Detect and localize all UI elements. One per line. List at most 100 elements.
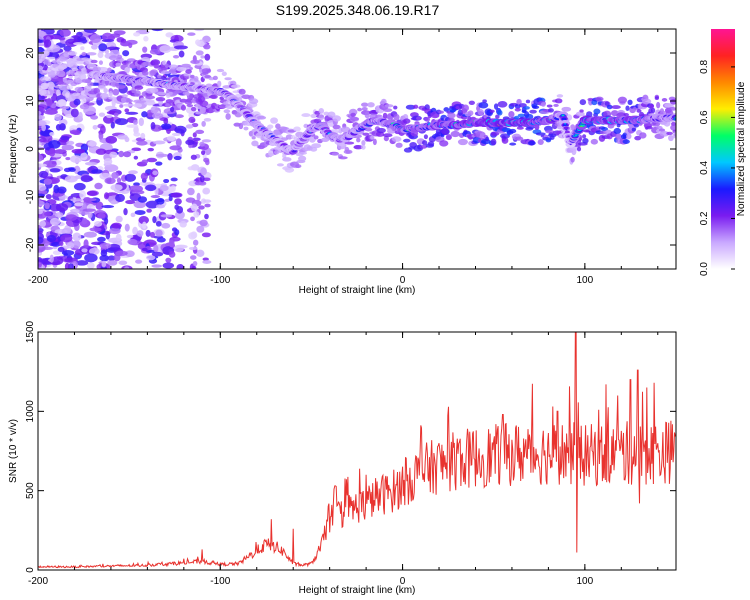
heatmap-cell	[98, 131, 104, 141]
heatmap-cell	[168, 251, 176, 258]
heatmap-cell	[670, 124, 676, 131]
heatmap-cell	[124, 223, 130, 232]
heatmap-cell	[38, 236, 44, 245]
heatmap-cell	[525, 113, 534, 120]
heatmap-cell	[101, 260, 107, 268]
heatmap-cell	[285, 134, 293, 140]
heatmap-cell	[38, 163, 47, 168]
heatmap-cell	[604, 101, 610, 106]
heatmap-cell	[364, 111, 370, 119]
heatmap-cell	[424, 117, 431, 122]
heatmap-cell	[525, 99, 531, 104]
y-tick-label: -10	[25, 189, 36, 204]
heatmap-cell	[49, 168, 61, 173]
heatmap-cell	[48, 147, 56, 157]
heatmap-cell	[556, 94, 564, 98]
heatmap-cell	[61, 144, 74, 151]
heatmap-cell	[403, 138, 411, 143]
heatmap-cell	[49, 132, 55, 137]
heatmap-cell	[582, 137, 589, 144]
heatmap-cell	[405, 104, 416, 110]
heatmap-cell	[79, 73, 87, 81]
heatmap-cell	[251, 140, 259, 147]
heatmap-cell	[582, 134, 587, 139]
heatmap-cell	[43, 58, 50, 65]
heatmap-cell	[344, 141, 355, 145]
heatmap-cell	[89, 34, 102, 44]
heatmap-cell	[73, 182, 86, 191]
heatmap-cell	[73, 42, 84, 46]
heatmap-cell	[38, 110, 42, 116]
heatmap-cell	[135, 259, 143, 264]
heatmap-cell	[204, 203, 211, 208]
heatmap-cell	[65, 214, 78, 221]
heatmap-cell	[180, 104, 187, 111]
heatmap-cell	[509, 128, 517, 134]
heatmap-cell	[97, 85, 106, 90]
heatmap-cell	[59, 105, 70, 110]
heatmap-cell	[151, 251, 164, 257]
heatmap-cell	[563, 126, 569, 130]
heatmap-cell	[52, 250, 62, 256]
heatmap-cell	[176, 264, 184, 269]
heatmap-cell	[672, 132, 676, 139]
heatmap-cell	[133, 119, 138, 125]
heatmap-cell	[57, 63, 67, 70]
heatmap-cell	[192, 137, 201, 141]
heatmap-cell	[276, 163, 284, 167]
heatmap-cell	[192, 261, 198, 267]
heatmap-cell	[115, 233, 122, 242]
heatmap-cell	[124, 136, 130, 143]
heatmap-cell	[295, 164, 302, 169]
heatmap-cell	[340, 126, 351, 133]
heatmap-cell	[132, 226, 138, 235]
heatmap-cell	[100, 266, 108, 269]
heatmap-cell	[38, 94, 46, 101]
heatmap-cell	[165, 32, 174, 38]
heatmap-cell	[79, 190, 86, 200]
heatmap-cell	[53, 149, 67, 155]
heatmap-cell	[48, 139, 61, 149]
heatmap-cell	[127, 238, 138, 245]
heatmap-cell	[56, 89, 61, 96]
heatmap-cell	[654, 96, 659, 100]
heatmap-cell	[332, 124, 341, 130]
heatmap-cell	[115, 193, 125, 203]
heatmap-cell	[579, 109, 584, 113]
heatmap-cell	[39, 220, 47, 228]
heatmap-cell	[361, 107, 368, 111]
heatmap-cell	[138, 117, 144, 127]
heatmap-cell	[199, 175, 205, 183]
snr-y-ticks: 0 500 1000 1500	[25, 320, 676, 573]
heatmap-cell	[611, 105, 621, 110]
heatmap-cell	[613, 127, 622, 135]
heatmap-cell	[166, 135, 176, 142]
colorbar-tick-label: 0.0	[699, 262, 710, 276]
heatmap-cell	[46, 97, 53, 107]
heatmap-cell	[450, 130, 460, 138]
heatmap-cell	[65, 59, 72, 63]
heatmap-cell	[532, 105, 540, 109]
heatmap-cell	[545, 138, 552, 143]
heatmap-cell	[150, 122, 156, 130]
heatmap-cell	[419, 145, 428, 149]
heatmap-cell	[94, 220, 103, 227]
heatmap-cell	[38, 138, 47, 143]
heatmap-cell	[661, 98, 668, 102]
heatmap-cell	[155, 220, 162, 227]
heatmap-cell	[159, 185, 169, 192]
heatmap-cell	[59, 241, 64, 247]
heatmap-cell	[178, 50, 185, 58]
heatmap-cell	[38, 209, 43, 215]
heatmap-cell	[497, 109, 503, 116]
heatmap-cell	[109, 151, 118, 158]
heatmap-cell	[171, 132, 181, 137]
heatmap-cell	[71, 67, 79, 72]
heatmap-cell	[104, 49, 109, 54]
heatmap-cell	[508, 110, 515, 118]
heatmap-cell	[160, 70, 171, 75]
heatmap-cell	[106, 46, 120, 51]
heatmap-cell	[192, 239, 199, 246]
heatmap-cell	[55, 212, 64, 218]
heatmap-cell	[66, 242, 75, 249]
